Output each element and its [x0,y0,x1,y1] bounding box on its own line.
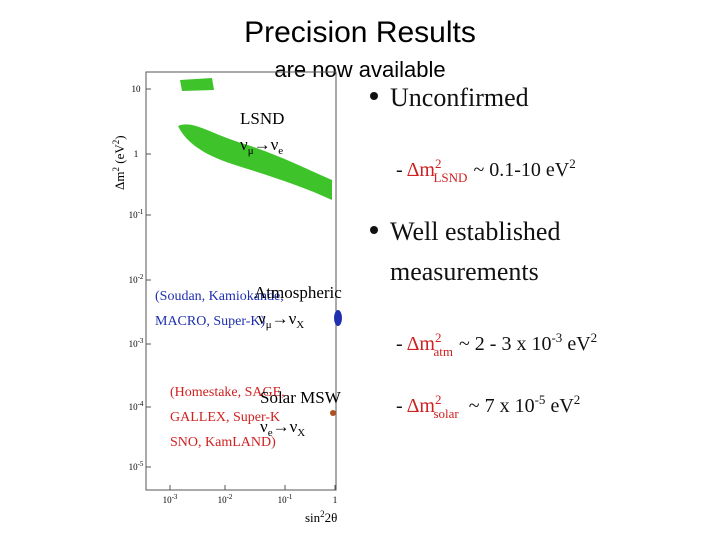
atm-region [334,310,342,326]
x-axis-label: sin22θ [305,509,337,525]
atm-experiments: MACRO, Super-K) [155,314,265,329]
lsnd-label: LSND [240,109,284,128]
lsnd-region [178,124,332,200]
tick-label: 10-2 [218,493,233,505]
solar-region [330,410,336,416]
tick-label: 1 [134,149,139,159]
atm-label: Atmospheric [254,283,342,302]
bullet-dot [370,92,378,100]
sub-bullet: - Δm2 atm ~ 2 - 3 x 10-3 eV2 [396,330,597,359]
bullet-text: Unconfirmed [390,83,529,112]
atm-experiments: (Soudan, Kamiokande, [155,289,284,304]
solar-experiments: SNO, KamLAND) [170,435,276,450]
y-axis-label: Δm2 (eV2) [111,135,127,190]
sub-bullet: - Δm2 solar ~ 7 x 10-5 eV2 [396,392,580,421]
solar-experiments: GALLEX, Super-K [170,410,280,425]
tick-label: 10-3 [129,337,144,349]
bullet-text: measurements [390,257,539,286]
solar-label: Solar MSW [260,388,342,407]
lsnd-formula: νμ→νe [240,135,283,157]
solar-experiments: (Homestake, SAGE, [170,385,285,400]
plot-frame [145,71,337,491]
atm-formula: νμ→νX [258,309,304,331]
bullet-text: Well established [390,217,560,246]
tick-label: 10-1 [129,208,144,220]
subtitle: are now available [274,57,445,82]
tick-label: 10 [132,84,142,94]
plot: Δm2 (eV2) sin22θ 10 1 10-1 10-2 10-3 10-4 10-5… [111,71,342,525]
bullet-list: Unconfirmed - Δm2 LSND ~ 0.1-10 eV2 Well e… [370,83,597,421]
sub-bullet: - Δm2 LSND ~ 0.1-10 eV2 [396,156,576,185]
tick-label: 10-3 [163,493,178,505]
tick-label: 10-1 [278,493,293,505]
tick-label: 10-5 [129,460,144,472]
solar-formula: νe→νX [260,417,305,439]
tick-label: 10-2 [129,273,144,285]
lsnd-region [180,78,214,91]
bullet-dot [370,226,378,234]
title: Precision Results [244,16,476,49]
tick-label: 10-4 [129,400,144,412]
tick-label: 1 [333,495,338,505]
